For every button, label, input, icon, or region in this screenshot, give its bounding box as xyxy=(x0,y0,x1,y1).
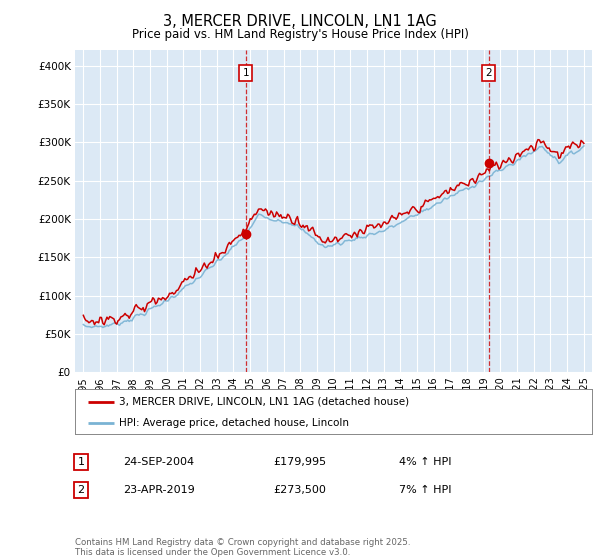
Text: 2: 2 xyxy=(77,485,85,495)
Text: 24-SEP-2004: 24-SEP-2004 xyxy=(123,457,194,467)
Text: £273,500: £273,500 xyxy=(273,485,326,495)
Text: 1: 1 xyxy=(77,457,85,467)
Text: HPI: Average price, detached house, Lincoln: HPI: Average price, detached house, Linc… xyxy=(119,418,349,428)
Text: 4% ↑ HPI: 4% ↑ HPI xyxy=(399,457,452,467)
Text: £179,995: £179,995 xyxy=(273,457,326,467)
Text: 1: 1 xyxy=(242,68,249,78)
Text: 23-APR-2019: 23-APR-2019 xyxy=(123,485,195,495)
Text: 3, MERCER DRIVE, LINCOLN, LN1 1AG (detached house): 3, MERCER DRIVE, LINCOLN, LN1 1AG (detac… xyxy=(119,396,409,407)
Text: 7% ↑ HPI: 7% ↑ HPI xyxy=(399,485,452,495)
Text: 2: 2 xyxy=(485,68,492,78)
Text: 3, MERCER DRIVE, LINCOLN, LN1 1AG: 3, MERCER DRIVE, LINCOLN, LN1 1AG xyxy=(163,14,437,29)
Text: Price paid vs. HM Land Registry's House Price Index (HPI): Price paid vs. HM Land Registry's House … xyxy=(131,28,469,41)
Text: Contains HM Land Registry data © Crown copyright and database right 2025.
This d: Contains HM Land Registry data © Crown c… xyxy=(75,538,410,557)
